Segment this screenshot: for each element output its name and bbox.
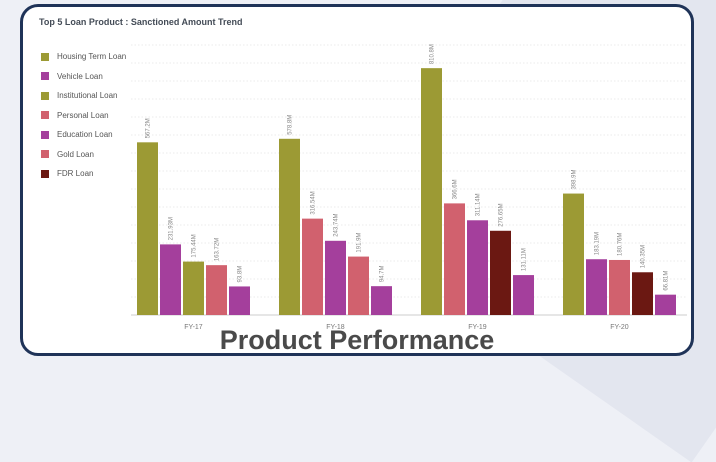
data-label: 183.19M xyxy=(595,232,601,255)
legend-item: Gold Loan xyxy=(41,145,126,165)
data-label: 231.93M xyxy=(169,217,175,240)
legend-item: Education Loan xyxy=(41,125,126,145)
data-label: 163.72M xyxy=(215,238,221,261)
legend-swatch xyxy=(41,111,49,120)
bar xyxy=(229,286,250,315)
data-label: 311.14M xyxy=(476,193,482,216)
data-label: 316.54M xyxy=(311,191,317,214)
x-tick-label: FY-18 xyxy=(326,324,345,331)
bar-chart: 567.2M 231.93M 175.44M 163.72M 93.8M FY-17 578… xyxy=(131,44,687,331)
data-label: 191.9M xyxy=(357,233,363,253)
bar xyxy=(348,256,369,315)
bar xyxy=(371,286,392,315)
bar xyxy=(490,230,511,315)
x-tick-label: FY-17 xyxy=(184,324,203,331)
legend-item: Housing Term Loan xyxy=(41,47,126,67)
data-label: 140.35M xyxy=(641,245,647,268)
data-label: 131.11M xyxy=(522,248,528,271)
legend-item: Vehicle Loan xyxy=(41,67,126,87)
data-label: 276.65M xyxy=(499,203,505,226)
legend-swatch xyxy=(41,52,49,61)
bar xyxy=(137,142,158,315)
bar xyxy=(183,261,204,315)
data-label: 243.74M xyxy=(334,213,340,236)
legend-item: FDR Loan xyxy=(41,164,126,184)
legend-label: Vehicle Loan xyxy=(57,71,103,81)
chart-title: Top 5 Loan Product : Sanctioned Amount T… xyxy=(39,17,243,27)
data-label: 810.8M xyxy=(430,44,436,64)
bar xyxy=(563,193,584,315)
legend-swatch xyxy=(41,150,49,159)
legend-item: Personal Loan xyxy=(41,106,126,126)
legend-item: Institutional Loan xyxy=(41,86,126,106)
x-tick-label: FY-19 xyxy=(468,324,487,331)
legend-label: Personal Loan xyxy=(57,110,109,120)
legend-label: Institutional Loan xyxy=(57,91,118,101)
data-label: 180.76M xyxy=(618,233,624,256)
x-tick-label: FY-20 xyxy=(610,324,629,331)
legend-swatch xyxy=(41,72,49,81)
bar xyxy=(325,240,346,315)
chart-card: Top 5 Loan Product : Sanctioned Amount T… xyxy=(20,4,694,356)
data-label: 93.8M xyxy=(238,266,244,283)
banner-title: Product Performance xyxy=(219,325,495,355)
bar xyxy=(655,294,676,315)
bar xyxy=(444,203,465,315)
bar xyxy=(632,272,653,315)
data-label: 175.44M xyxy=(192,234,198,257)
data-label: 366.6M xyxy=(453,179,459,199)
bar xyxy=(206,265,227,315)
bar xyxy=(586,259,607,315)
data-label: 578.8M xyxy=(288,115,294,135)
data-label: 66.81M xyxy=(664,271,670,291)
legend-label: Housing Term Loan xyxy=(57,52,127,62)
data-label: 567.2M xyxy=(146,118,152,138)
legend-label: Gold Loan xyxy=(57,149,94,159)
legend-swatch xyxy=(41,91,49,100)
bar xyxy=(302,218,323,315)
legend-label: FDR Loan xyxy=(57,169,94,179)
chart-legend: Housing Term Loan Vehicle Loan Institution… xyxy=(41,47,126,184)
bar xyxy=(421,68,442,315)
bar xyxy=(609,259,630,315)
bar xyxy=(467,220,488,315)
data-label: 398.9M xyxy=(572,170,578,190)
bar xyxy=(160,244,181,315)
legend-swatch xyxy=(41,130,49,139)
legend-swatch xyxy=(41,169,49,178)
bar xyxy=(513,275,534,315)
bar xyxy=(279,138,300,315)
legend-label: Education Loan xyxy=(57,130,113,140)
data-label: 94.7M xyxy=(380,265,386,282)
